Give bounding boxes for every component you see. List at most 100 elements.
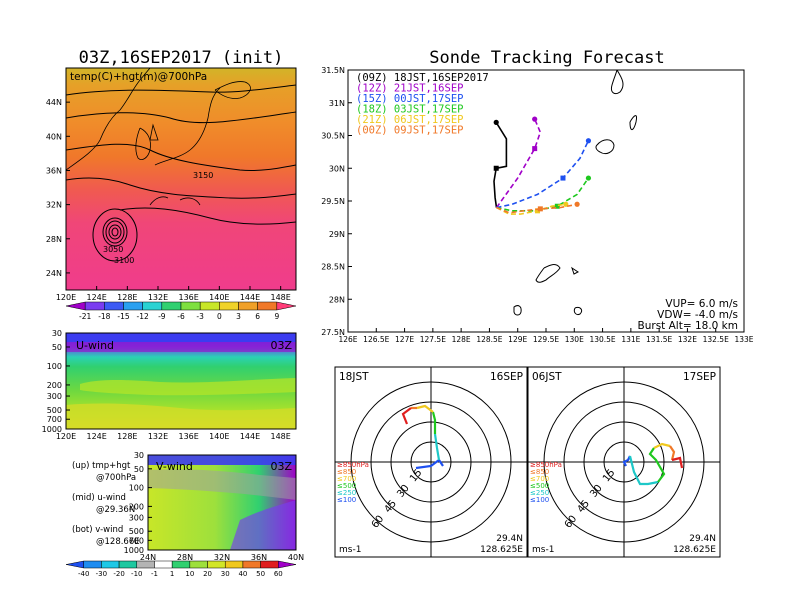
- colorbar-label: -18: [98, 312, 110, 321]
- track-legend-entry: (00Z) 09JST,17SEP: [356, 125, 463, 137]
- map-contours: [66, 84, 296, 262]
- uwind-lon-tick-label: 132E: [148, 432, 168, 441]
- contour-label-3100: 3100: [114, 256, 134, 265]
- hodo-level-label: ≤500: [337, 482, 356, 490]
- colorbar-swatch: [199, 301, 220, 311]
- map-lat-tick-label: 28N: [46, 235, 62, 244]
- hodo-trace: [433, 433, 441, 461]
- hodo-trace: [648, 447, 666, 483]
- coastlines: [66, 68, 251, 206]
- map-lon-tick-label: 132E: [148, 293, 168, 302]
- track-lon-tick-label: 131.5E: [646, 335, 672, 344]
- track-lon-tick-label: 130.5E: [589, 335, 615, 344]
- wind-colorbar-swatch: [83, 560, 102, 569]
- wind-colorbar-swatch: [171, 560, 191, 569]
- colorbar-label: 9: [274, 312, 279, 321]
- hodo-lat: 29.4N: [689, 534, 716, 544]
- wind-colorbar-label: -40: [78, 570, 89, 578]
- track-info-vdw: VDW= -4.0 m/s: [657, 309, 738, 321]
- uwind-p-tick-label: 30: [52, 329, 62, 338]
- hodo-unit: ms-1: [532, 545, 554, 555]
- colorbar-swatch: [142, 301, 163, 311]
- track-midmarker: [493, 165, 499, 171]
- wind-colorbar-label: -1: [151, 570, 158, 578]
- map-lat-tick-label: 44N: [46, 98, 62, 107]
- hodo-level-label: ≥850hPa: [337, 461, 369, 469]
- track-lat-tick-label: 28N: [329, 295, 345, 304]
- hodo-trace: [628, 455, 659, 486]
- hodo-level-label: ≤700: [530, 475, 549, 483]
- hodo-trace: [653, 442, 671, 449]
- hodo-trace: [416, 404, 434, 413]
- map-frame: [65, 67, 297, 291]
- track-line: [496, 203, 578, 214]
- track-lon-tick-label: 126E: [338, 335, 357, 344]
- colorbar-swatch: [161, 301, 182, 311]
- hodo-level-label: ≤850: [530, 468, 549, 476]
- hodo-level-label: ≤850: [337, 468, 356, 476]
- colorbar-swatch: [65, 301, 86, 311]
- temp-colorbar: -21 -18 -15 -12 -9 -6 -3 0 3 6 9: [65, 301, 297, 321]
- track-legend-entry: (21Z) 06JST,17SEP: [356, 114, 463, 126]
- wind-colorbar-swatch: [224, 560, 244, 569]
- track-endpoint: [493, 119, 499, 125]
- uwind-lon-tick-label: 128E: [117, 432, 137, 441]
- vwind-p-tick-label: 50: [134, 465, 144, 474]
- track-legend-entry: (12Z) 21JST,16SEP: [356, 83, 463, 95]
- map-lat-tick-label: 32N: [46, 201, 62, 210]
- vwind-p-tick-label: 1000: [124, 546, 144, 555]
- vwind-lat-tick-label: 24N: [140, 553, 156, 562]
- uwind-title: U-wind: [76, 339, 114, 352]
- track-lon-tick-label: 127.5E: [420, 335, 446, 344]
- colorbar-label: 0: [217, 312, 222, 321]
- colorbar-swatch: [276, 301, 297, 311]
- wind-colorbar-swatch: [154, 560, 173, 569]
- temp-map-panel: 03Z,16SEP2017 (init) temp(C)+hgt(m)@700h…: [46, 48, 297, 321]
- hodo-trace: [669, 445, 676, 461]
- wind-colorbar-label: 10: [185, 570, 194, 578]
- hodo-trace: [671, 456, 684, 469]
- map-lon-tick-label: 120E: [56, 293, 76, 302]
- map-lon-tick-label: 144E: [240, 293, 260, 302]
- uwind-p-tick-label: 200: [47, 381, 62, 390]
- track-midmarker: [537, 206, 543, 212]
- hodo-level-label: ≤250: [530, 489, 549, 497]
- wind-colorbar-swatch: [242, 560, 261, 569]
- wind-colorbar-label: 20: [203, 570, 212, 578]
- track-series: [493, 116, 592, 215]
- colorbar-label: -9: [158, 312, 166, 321]
- map-lat-tick-label: 24N: [46, 269, 62, 278]
- track-legend-entry: (15Z) 00JST,17SEP: [356, 93, 463, 105]
- track-lon-tick-label: 132E: [678, 335, 697, 344]
- contour-label-3150: 3150: [193, 171, 213, 180]
- colorbar-label: -3: [196, 312, 204, 321]
- track-midmarker: [532, 146, 538, 152]
- contour-label-3050: 3050: [103, 245, 123, 254]
- vwind-p-tick-label: 500: [129, 527, 144, 536]
- wind-colorbar-swatch: [136, 560, 155, 569]
- hodo-unit: ms-1: [339, 545, 361, 555]
- track-coastlines: [513, 70, 637, 316]
- hodo-time: 06JST: [532, 371, 562, 383]
- wind-colorbar-label: 1: [170, 570, 174, 578]
- track-lat-tick-label: 30.5N: [321, 132, 345, 141]
- wind-colorbar-swatch: [260, 560, 279, 569]
- uwind-p-tick-label: 50: [52, 343, 62, 352]
- track-lat-tick-label: 27.5N: [321, 328, 345, 337]
- track-lon-tick-label: 128.5E: [476, 335, 502, 344]
- hodo-date: 16SEP: [490, 371, 523, 383]
- hodo-trace: [415, 458, 444, 470]
- panel-notes: (up) tmp+hgt @700hPa (mid) u-wind @29.36…: [72, 461, 140, 547]
- hodo-trace: [401, 407, 412, 425]
- note-bot-1: (bot) v-wind: [72, 525, 123, 535]
- track-endpoint: [532, 116, 538, 122]
- hodo-date: 17SEP: [683, 371, 716, 383]
- uwind-lon-tick-label: 120E: [56, 432, 76, 441]
- track-midmarker: [535, 208, 541, 214]
- track-lat-tick-label: 29N: [329, 230, 345, 239]
- track-lon-tick-label: 131E: [621, 335, 640, 344]
